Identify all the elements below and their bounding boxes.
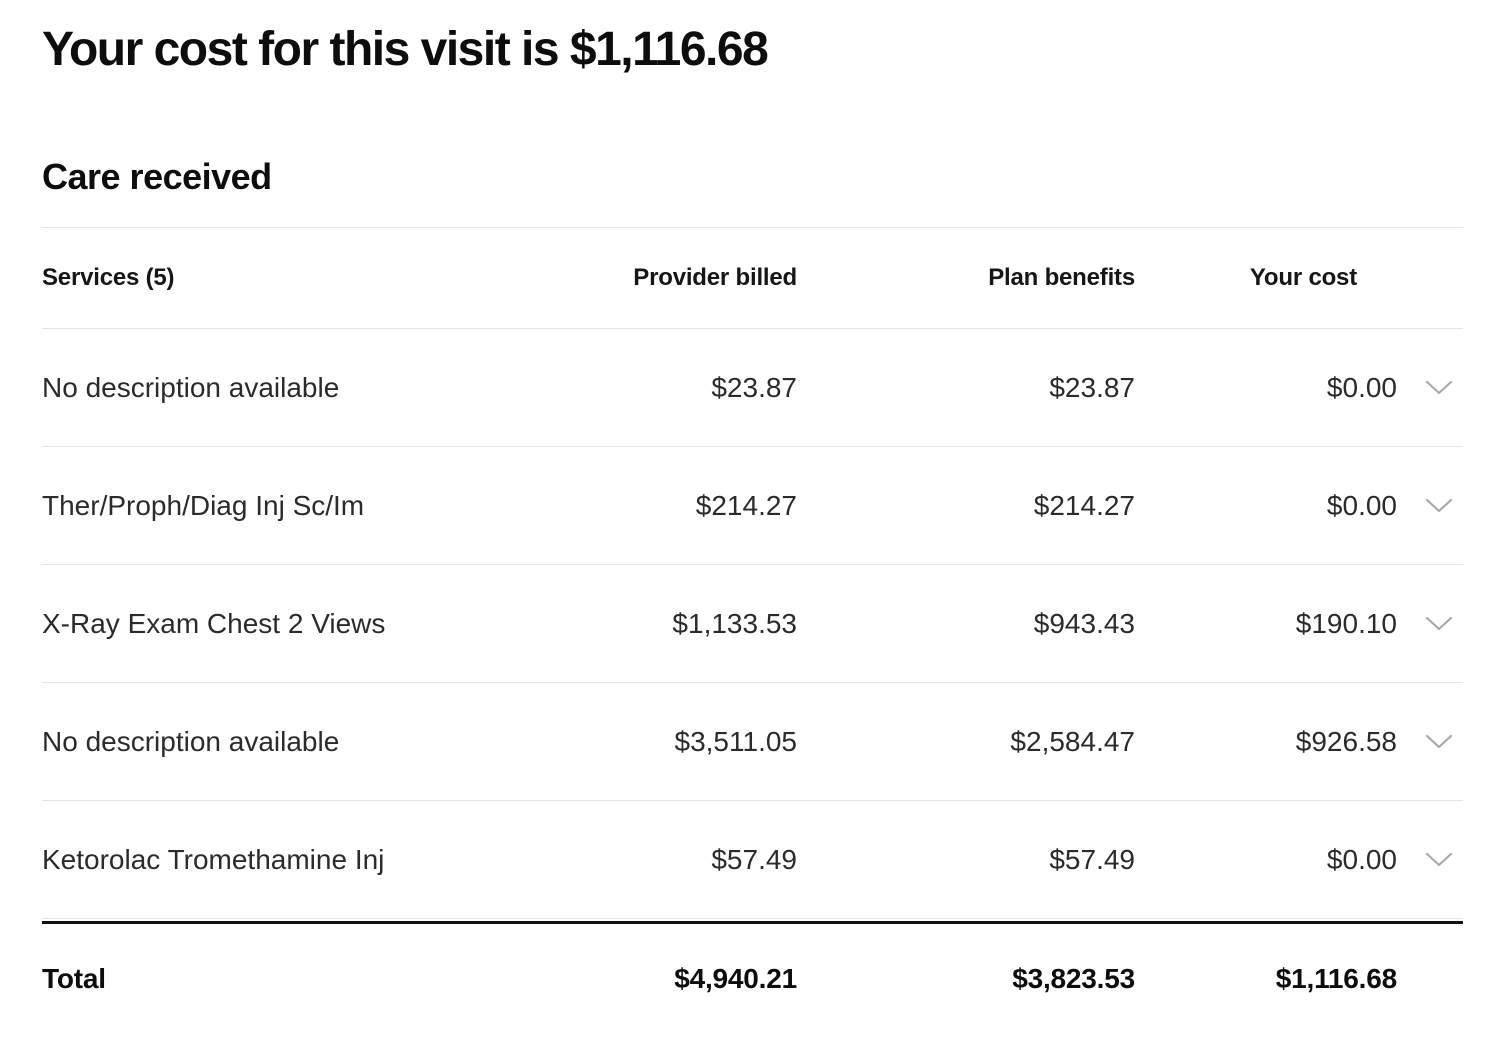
total-separator-rule	[42, 921, 1463, 924]
row-divider	[42, 682, 1463, 683]
care-received-heading: Care received	[42, 156, 272, 197]
provider-billed-amount: $1,133.53	[672, 607, 797, 639]
provider-billed-amount: $23.87	[711, 371, 797, 403]
total-plan-benefits: $3,823.53	[1012, 963, 1135, 994]
total-label: Total	[42, 963, 106, 994]
column-header-plan-benefits: Plan benefits	[988, 264, 1135, 291]
service-name: Ther/Proph/Diag Inj Sc/Im	[42, 489, 365, 521]
plan-benefits-amount: $23.87	[1049, 371, 1135, 403]
chevron-down-icon[interactable]	[1397, 498, 1463, 514]
plan-benefits-amount: $943.43	[1033, 607, 1135, 639]
service-name: No description available	[42, 371, 340, 403]
page-title: Your cost for this visit is $1,116.68	[42, 23, 769, 76]
your-cost-amount: $0.00	[1326, 371, 1397, 403]
column-header-your-cost: Your cost	[1249, 264, 1357, 291]
chevron-down-icon[interactable]	[1397, 616, 1463, 632]
your-cost-amount: $190.10	[1295, 607, 1397, 639]
service-name: X-Ray Exam Chest 2 Views	[42, 607, 386, 639]
total-separator-thin	[42, 918, 1463, 919]
service-row[interactable]: Ther/Proph/Diag Inj Sc/Im $214.27 $214.2…	[42, 447, 1463, 564]
column-header-services: Services (5)	[42, 264, 175, 291]
table-header-row: Services (5) Provider billed Plan benefi…	[42, 228, 1463, 328]
column-header-provider-billed: Provider billed	[633, 264, 797, 291]
section-divider	[42, 227, 1463, 228]
provider-billed-amount: $57.49	[711, 843, 797, 875]
plan-benefits-amount: $57.49	[1049, 843, 1135, 875]
row-divider	[42, 564, 1463, 565]
header-divider	[42, 328, 1463, 329]
your-cost-amount: $926.58	[1295, 725, 1397, 757]
chevron-down-icon[interactable]	[1397, 380, 1463, 396]
row-divider	[42, 800, 1463, 801]
row-divider	[42, 446, 1463, 447]
total-row: Total $4,940.21 $3,823.53 $1,116.68	[42, 924, 1463, 1034]
total-provider-billed: $4,940.21	[674, 963, 797, 994]
chevron-down-icon[interactable]	[1397, 734, 1463, 750]
plan-benefits-amount: $214.27	[1033, 489, 1135, 521]
provider-billed-amount: $214.27	[695, 489, 797, 521]
plan-benefits-amount: $2,584.47	[1010, 725, 1135, 757]
service-rows: No description available $23.87 $23.87 $…	[42, 329, 1463, 918]
your-cost-amount: $0.00	[1326, 489, 1397, 521]
provider-billed-amount: $3,511.05	[674, 725, 798, 757]
service-row[interactable]: No description available $23.87 $23.87 $…	[42, 329, 1463, 446]
chevron-down-icon[interactable]	[1397, 852, 1463, 868]
service-name: No description available	[42, 725, 340, 757]
your-cost-amount: $0.00	[1326, 843, 1397, 875]
service-row[interactable]: X-Ray Exam Chest 2 Views $1,133.53 $943.…	[42, 565, 1463, 682]
service-row[interactable]: Ketorolac Tromethamine Inj $57.49 $57.49…	[42, 801, 1463, 918]
service-name: Ketorolac Tromethamine Inj	[42, 843, 385, 875]
service-row[interactable]: No description available $3,511.05 $2,58…	[42, 683, 1463, 800]
total-your-cost: $1,116.68	[1275, 963, 1397, 994]
